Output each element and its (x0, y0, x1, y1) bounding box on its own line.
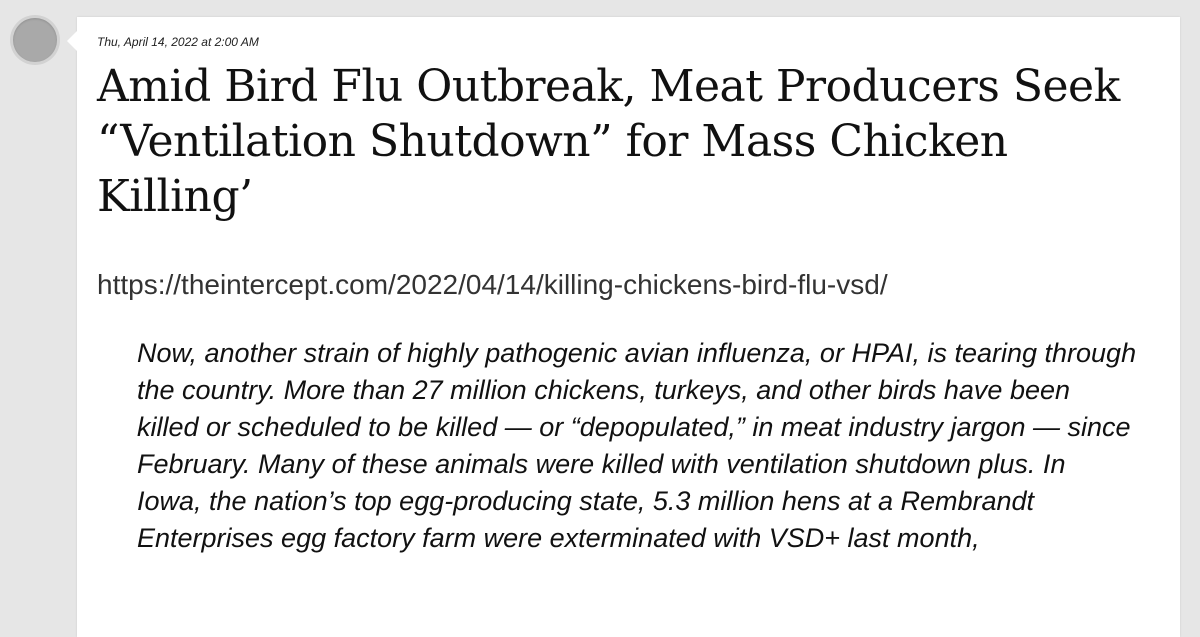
post-timestamp[interactable]: Thu, April 14, 2022 at 2:00 AM (97, 35, 259, 49)
post-quote: Now, another strain of highly pathogenic… (137, 338, 1137, 553)
post-link[interactable]: https://theintercept.com/2022/04/14/kill… (97, 269, 888, 300)
author-avatar[interactable] (13, 18, 57, 62)
post-card: Thu, April 14, 2022 at 2:00 AM Amid Bird… (67, 17, 1180, 637)
post-title: Amid Bird Flu Outbreak, Meat Producers S… (97, 61, 1120, 222)
card-pointer (67, 31, 77, 51)
